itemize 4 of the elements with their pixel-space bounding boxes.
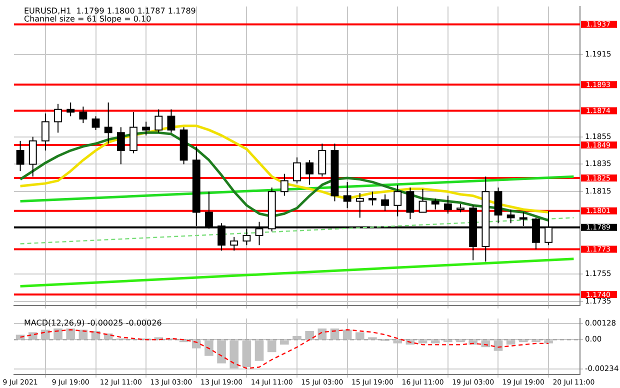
chart-title: EURUSD,H1 1.1799 1.1800 1.1787 1.1789 [24, 6, 196, 16]
line-series [20, 329, 550, 369]
text: Channel size = 61 Slope = 0.10 [24, 14, 152, 24]
chart-title: MACD(12,26,9) -0.00025 -0.00026 [24, 318, 162, 328]
